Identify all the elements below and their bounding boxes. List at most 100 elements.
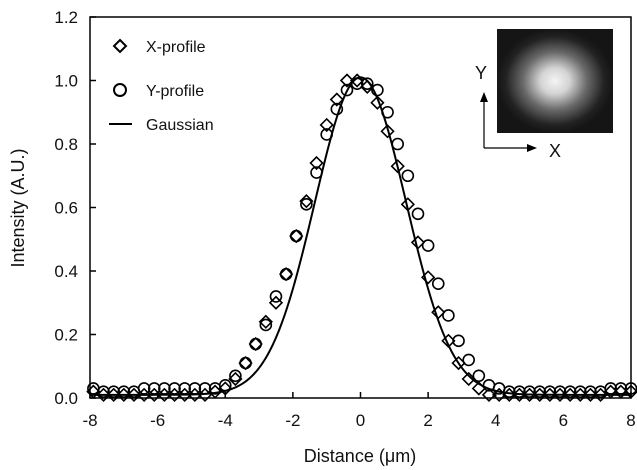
x-tick-label: 4: [491, 411, 500, 430]
x-profile-point: [380, 124, 395, 139]
y-profile-point: [401, 169, 415, 183]
x-profile-point: [228, 371, 243, 387]
y-profile-point: [442, 309, 455, 322]
y-profile-point: [269, 290, 283, 303]
y-profile-point: [502, 385, 516, 398]
y-profile-point: [147, 382, 161, 395]
x-profile-point: [390, 159, 405, 174]
y-profile-point: [310, 166, 323, 179]
x-profile-point: [349, 73, 365, 88]
x-tick-label: 8: [626, 411, 635, 430]
y-profile-point: [391, 137, 404, 151]
y-tick-label: 1.0: [54, 72, 78, 91]
y-profile-point: [330, 102, 344, 116]
inset-x-arrow-icon: [527, 144, 537, 152]
y-profile-point: [431, 277, 445, 291]
x-profile-point: [420, 270, 436, 285]
y-profile-point: [259, 318, 273, 332]
y-profile-point: [117, 385, 131, 398]
x-profile-point: [400, 197, 415, 212]
series-y-profile: [87, 77, 637, 398]
x-profile-point: [370, 95, 385, 110]
y-profile-point: [411, 207, 425, 221]
x-tick-label: 6: [559, 411, 568, 430]
y-profile-point: [97, 385, 110, 398]
x-profile-point: [319, 117, 334, 133]
y-profile-point: [533, 385, 547, 398]
y-profile-point: [158, 382, 171, 395]
y-profile-point: [604, 382, 618, 395]
y-profile-point: [523, 385, 536, 398]
y-tick-label: 0.0: [54, 389, 78, 408]
y-tick-label: 0.2: [54, 326, 78, 345]
y-profile-point: [421, 239, 435, 252]
y-profile-point: [198, 382, 212, 395]
tick-labels: -8 -6 -4 -2 0 2 4 6 8 0.0 0.2 0.4 0.6 0.8 1.0 1.2: [54, 8, 635, 430]
y-profile-point: [289, 229, 303, 243]
x-profile-point: [86, 384, 101, 399]
x-tick-label: -8: [82, 411, 97, 430]
y-profile-point: [584, 385, 597, 398]
y-profile-point: [350, 77, 364, 90]
y-profile-point: [543, 385, 557, 398]
y-profile-point: [472, 369, 486, 383]
y-tick-label: 1.2: [54, 8, 78, 27]
y-profile-point: [573, 385, 587, 398]
legend-diamond-icon: [112, 38, 128, 54]
y-profile-point: [218, 378, 232, 392]
x-profile-point: [258, 314, 273, 329]
legend-label-x-profile: X-profile: [146, 39, 206, 56]
x-tick-label: -2: [285, 411, 300, 430]
y-profile-point: [239, 356, 252, 370]
y-profile-point: [462, 353, 476, 367]
x-profile-point: [329, 92, 344, 107]
legend-circle-icon: [113, 83, 127, 97]
y-axis-title: Intensity (A.U.): [8, 148, 28, 267]
inset-y-label: Y: [475, 63, 487, 83]
y-profile-point: [381, 105, 394, 119]
x-profile-point: [299, 194, 314, 209]
y-profile-point: [229, 369, 242, 383]
legend: X-profile Y-profile Gaussian: [109, 38, 214, 134]
y-profile-point: [178, 382, 191, 395]
y-profile-point: [168, 382, 181, 395]
x-profile-point: [410, 235, 426, 250]
y-profile-point: [137, 382, 151, 395]
inset: Y X: [475, 29, 613, 161]
y-profile-point: [249, 337, 262, 351]
x-profile-point: [339, 73, 355, 88]
inset-spot-image: [497, 29, 613, 133]
y-tick-label: 0.4: [54, 262, 78, 281]
legend-label-y-profile: Y-profile: [146, 83, 204, 100]
y-tick-label: 0.8: [54, 135, 78, 154]
y-profile-point: [107, 385, 120, 398]
y-profile-point: [188, 382, 202, 395]
x-profile-point: [218, 381, 233, 396]
legend-label-gaussian: Gaussian: [146, 117, 214, 134]
y-profile-point: [360, 77, 374, 90]
y-profile-point: [340, 83, 354, 97]
x-tick-label: -6: [150, 411, 165, 430]
x-profile-point: [431, 305, 446, 320]
x-axis-title: Distance (μm): [304, 446, 416, 466]
y-profile-point: [371, 83, 384, 97]
x-profile-point: [481, 387, 497, 402]
y-profile-point: [513, 385, 526, 398]
x-profile-point: [441, 333, 456, 348]
inset-y-arrow-icon: [480, 92, 488, 102]
y-profile-point: [614, 382, 628, 395]
axis-ticks: [89, 16, 632, 399]
y-profile-point: [452, 334, 465, 348]
x-tick-label: 2: [423, 411, 432, 430]
x-tick-label: -4: [218, 411, 233, 430]
x-profile-point: [309, 155, 324, 171]
y-profile-point: [563, 385, 577, 398]
y-profile-point: [320, 128, 333, 141]
inset-x-label: X: [549, 141, 561, 161]
x-tick-label: 0: [356, 411, 365, 430]
y-tick-label: 0.6: [54, 199, 78, 218]
y-profile-point: [300, 198, 313, 211]
y-profile-point: [553, 385, 567, 398]
y-profile-point: [279, 267, 293, 281]
